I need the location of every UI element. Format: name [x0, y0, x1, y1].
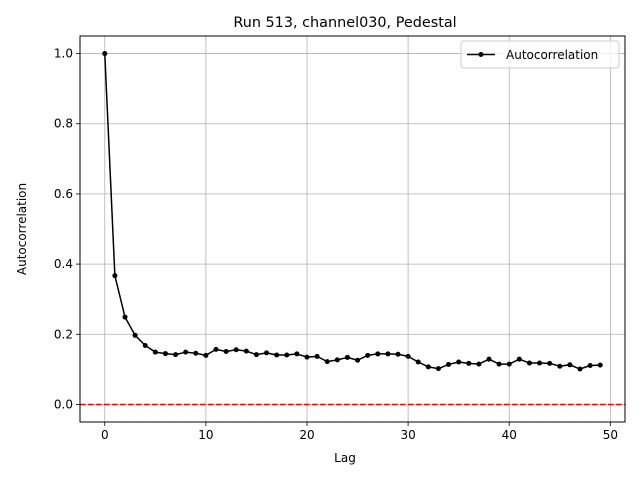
data-point — [132, 332, 138, 338]
y-axis-ticks: 0.0 0.2 0.4 0.6 0.8 1.0 — [54, 47, 80, 411]
data-point — [456, 359, 462, 365]
data-point — [597, 362, 603, 368]
y-axis-label: Autocorrelation — [15, 183, 29, 275]
legend: Autocorrelation — [460, 40, 620, 69]
data-point — [344, 354, 350, 360]
data-point — [385, 351, 391, 357]
data-point — [274, 352, 280, 358]
data-point — [122, 314, 128, 320]
data-point — [506, 361, 512, 367]
y-tick-label: 0.8 — [54, 117, 73, 131]
data-point — [223, 348, 229, 354]
data-point — [547, 360, 553, 366]
data-point — [446, 361, 452, 367]
data-point — [355, 357, 361, 363]
legend-marker-swatch — [478, 52, 484, 57]
data-point — [112, 273, 118, 279]
data-point — [142, 343, 148, 349]
data-point — [162, 351, 168, 357]
data-point — [365, 352, 371, 358]
x-tick-label: 10 — [198, 428, 213, 442]
x-axis-label: Lag — [334, 451, 356, 465]
x-tick-label: 20 — [299, 428, 314, 442]
data-point — [516, 356, 522, 362]
data-point — [334, 357, 340, 363]
x-axis-ticks: 0 10 20 30 40 50 — [101, 422, 618, 442]
data-point — [435, 366, 441, 372]
x-tick-label: 30 — [400, 428, 415, 442]
y-tick-label: 0.0 — [54, 397, 73, 411]
data-point — [557, 363, 563, 369]
data-point — [415, 359, 421, 365]
data-point — [496, 361, 502, 367]
data-point — [526, 360, 532, 366]
data-point — [486, 356, 492, 362]
data-point — [314, 353, 320, 359]
data-point — [466, 360, 472, 366]
y-tick-label: 1.0 — [54, 47, 73, 61]
data-point — [284, 352, 290, 358]
data-point — [213, 346, 219, 352]
legend-box — [460, 40, 620, 69]
data-point — [183, 349, 189, 355]
data-point — [537, 360, 543, 366]
plot-area-frame — [79, 35, 626, 423]
series-layer — [102, 51, 603, 372]
data-point — [587, 363, 593, 369]
y-tick-label: 0.6 — [54, 187, 73, 201]
data-point — [203, 352, 209, 358]
data-point — [264, 350, 270, 356]
x-tick-label: 50 — [603, 428, 618, 442]
data-point — [253, 352, 259, 358]
data-point — [395, 351, 401, 357]
data-point — [375, 351, 381, 357]
data-point — [425, 364, 431, 370]
x-tick-label: 40 — [502, 428, 517, 442]
x-tick-label: 0 — [101, 428, 109, 442]
data-point — [294, 351, 300, 357]
data-point — [102, 51, 108, 57]
legend-entry-label: Autocorrelation — [506, 48, 598, 62]
data-point — [577, 366, 583, 372]
y-tick-label: 0.2 — [54, 327, 73, 341]
data-point — [193, 350, 199, 356]
data-point — [243, 348, 249, 354]
chart-title: Run 513, channel030, Pedestal — [233, 15, 456, 31]
data-point — [567, 362, 573, 368]
data-point — [173, 352, 179, 358]
y-tick-label: 0.4 — [54, 257, 73, 271]
data-point — [304, 354, 310, 360]
data-point — [324, 359, 330, 365]
data-point — [405, 353, 411, 359]
data-point — [152, 349, 158, 355]
data-point — [233, 347, 239, 353]
data-point — [476, 361, 482, 367]
